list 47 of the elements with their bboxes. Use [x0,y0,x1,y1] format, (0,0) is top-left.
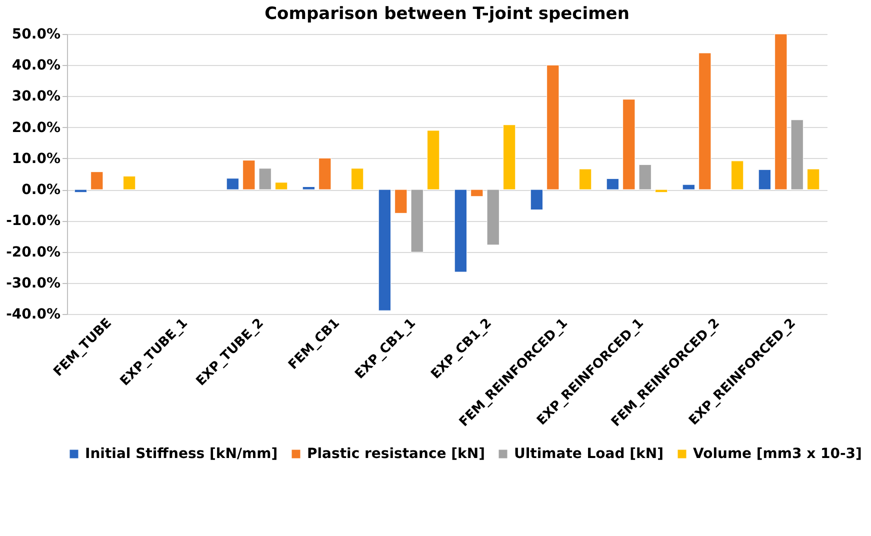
bar [378,189,392,311]
bar [454,189,468,272]
bar [790,120,804,190]
bar [302,186,316,190]
y-tick-label: 30.0% [12,88,60,105]
bar [426,130,440,190]
bar [274,182,288,190]
bar [350,168,364,190]
bar [486,189,500,246]
bar [730,160,744,190]
y-tick-label: 50.0% [12,26,60,42]
bar [226,178,240,190]
bar [698,52,712,190]
bar [546,64,560,190]
y-tick-label: -30.0% [6,275,60,292]
bar [470,189,484,197]
bar [394,189,408,214]
bar [410,189,424,252]
y-tick-label: -20.0% [6,244,60,260]
legend-label: Volume [mm3 x 10-3] [693,446,862,462]
y-tick-label: -40.0% [6,306,60,322]
bar [242,160,256,190]
bar [74,189,88,193]
bar [806,168,820,190]
bar [774,34,788,190]
y-tick-label: -10.0% [6,213,60,230]
y-tick-label: 40.0% [12,58,60,74]
bar [90,172,104,190]
y-tick-label: 20.0% [12,120,60,136]
bar [654,189,668,193]
bar [122,176,136,190]
bar [530,189,544,210]
legend-label: Ultimate Load [kN] [514,446,664,462]
bar [622,99,636,190]
bar [318,158,332,190]
bar [606,178,620,190]
bar [758,169,772,190]
bar [682,184,696,190]
bar [258,168,272,190]
bar [578,168,592,190]
y-tick-label: 0.0% [22,182,60,198]
bar [638,164,652,190]
chart-title: Comparison between T-joint specimen [264,4,630,24]
bar [502,124,516,190]
legend-label: Initial Stiffness [kN/mm] [85,446,278,462]
y-tick-label: 10.0% [12,150,60,167]
legend-label: Plastic resistance [kN] [307,446,485,462]
